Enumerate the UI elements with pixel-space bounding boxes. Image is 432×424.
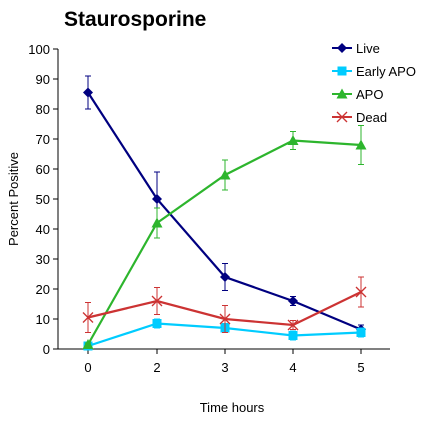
y-tick-label: 20 bbox=[36, 282, 50, 297]
x-tick-label: 5 bbox=[357, 360, 364, 375]
y-tick-label: 90 bbox=[36, 72, 50, 87]
series-line bbox=[87, 91, 362, 331]
legend-marker bbox=[336, 111, 348, 123]
chart-title: Staurosporine bbox=[64, 8, 206, 31]
legend-item-dead: Dead bbox=[332, 110, 387, 125]
x-tick-label: 4 bbox=[289, 360, 296, 375]
legend-marker bbox=[336, 88, 348, 99]
legend-marker bbox=[337, 66, 347, 76]
data-point bbox=[355, 286, 367, 298]
legend-label: Live bbox=[356, 41, 380, 56]
legend: Live Early APO APO Dead bbox=[332, 41, 416, 125]
marker-stroke bbox=[336, 111, 348, 123]
y-tick-label: 100 bbox=[28, 42, 50, 57]
y-tick-label: 10 bbox=[36, 312, 50, 327]
marker-stroke bbox=[151, 295, 163, 307]
y-tick-label: 0 bbox=[43, 342, 50, 357]
data-point bbox=[82, 339, 94, 349]
data-point bbox=[219, 169, 231, 180]
marker-stroke bbox=[355, 286, 367, 298]
legend-label: APO bbox=[356, 87, 383, 102]
data-point bbox=[288, 296, 298, 306]
data-point bbox=[219, 313, 231, 325]
data-point bbox=[356, 328, 366, 337]
series-apo bbox=[82, 125, 367, 349]
series-live bbox=[83, 75, 366, 335]
axes: 0 10 20 30 40 50 60 70 80 90 100 0 2 3 4 5 bbox=[28, 42, 390, 375]
marker-stroke bbox=[82, 312, 94, 323]
data-point bbox=[151, 295, 163, 307]
data-point bbox=[288, 331, 298, 340]
data-point bbox=[355, 139, 367, 150]
y-axis-title: Percent Positive bbox=[6, 152, 21, 246]
legend-item-early-apo: Early APO bbox=[332, 64, 416, 79]
y-tick-label: 30 bbox=[36, 252, 50, 267]
data-point bbox=[83, 87, 93, 98]
marker-stroke bbox=[287, 319, 299, 331]
legend-label: Dead bbox=[356, 110, 387, 125]
legend-label: Early APO bbox=[356, 64, 416, 79]
data-point bbox=[287, 135, 299, 145]
y-tick-label: 50 bbox=[36, 192, 50, 207]
x-tick-label: 3 bbox=[221, 360, 228, 375]
x-tick-label: 0 bbox=[84, 360, 91, 375]
data-point bbox=[152, 194, 162, 204]
data-point bbox=[152, 319, 162, 328]
x-tick-label: 2 bbox=[153, 360, 160, 375]
y-tick-label: 70 bbox=[36, 132, 50, 147]
y-tick-label: 60 bbox=[36, 162, 50, 177]
y-tick-label: 80 bbox=[36, 102, 50, 117]
x-axis-title: Time hours bbox=[200, 400, 265, 415]
data-point bbox=[151, 217, 163, 228]
marker-stroke bbox=[219, 313, 231, 325]
y-tick-label: 40 bbox=[36, 222, 50, 237]
legend-item-apo: APO bbox=[332, 87, 383, 102]
data-point bbox=[287, 319, 299, 331]
legend-marker bbox=[337, 43, 347, 53]
series-layer bbox=[82, 75, 367, 351]
legend-item-live: Live bbox=[332, 41, 380, 56]
data-point bbox=[220, 272, 230, 282]
data-point bbox=[82, 312, 94, 323]
series-dead bbox=[82, 276, 367, 333]
